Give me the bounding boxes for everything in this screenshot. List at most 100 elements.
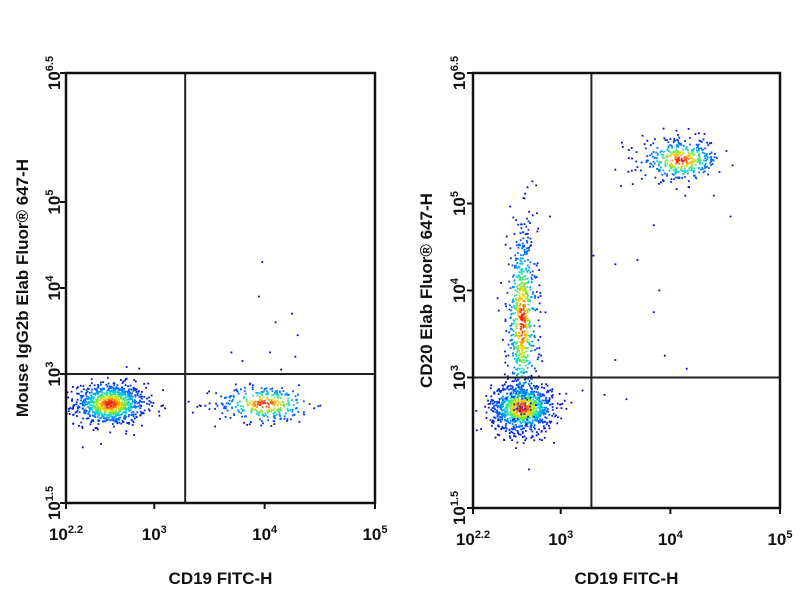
event-dot	[106, 403, 109, 405]
event-dot	[514, 335, 517, 338]
event-dot	[689, 162, 691, 165]
event-dot	[263, 415, 266, 417]
event-dot	[703, 170, 706, 173]
y-tick-base: 10	[450, 71, 469, 90]
x-tick-label: 104	[658, 529, 684, 549]
event-dot	[522, 371, 525, 374]
event-dot	[497, 414, 500, 417]
event-dot	[146, 402, 148, 405]
event-dot	[529, 321, 531, 324]
event-dot	[119, 405, 122, 407]
event-dot	[521, 242, 524, 245]
event-dot	[139, 400, 141, 403]
event-dot	[541, 402, 543, 404]
event-dot	[524, 278, 527, 281]
event-dot	[517, 223, 520, 226]
event-dot	[133, 406, 136, 408]
event-dot	[108, 396, 110, 399]
event-dot	[712, 159, 715, 162]
event-dot	[528, 343, 531, 346]
x-tick-base: 10	[456, 530, 475, 549]
event-dot	[684, 140, 686, 142]
event-dot	[111, 402, 113, 405]
event-dot	[541, 386, 543, 389]
event-dot	[529, 271, 532, 274]
event-dot	[524, 420, 526, 423]
event-dot	[656, 147, 659, 149]
event-dot	[512, 372, 514, 375]
event-dot	[512, 216, 515, 219]
event-dot	[510, 403, 513, 406]
event-dot	[103, 420, 106, 422]
event-dot	[513, 404, 515, 407]
event-dot	[517, 345, 520, 348]
event-dot	[124, 390, 127, 393]
event-dot	[506, 410, 509, 413]
event-dot	[532, 330, 535, 333]
event-dot	[660, 153, 663, 156]
event-dot	[112, 402, 115, 405]
x-tick-exponent: 3	[567, 529, 573, 541]
event-dot	[90, 394, 93, 397]
event-dot	[100, 399, 103, 402]
x-tick-base: 10	[548, 530, 567, 549]
event-dot	[519, 232, 522, 234]
event-dot	[261, 420, 263, 422]
event-dot	[520, 318, 523, 320]
event-dot	[250, 403, 253, 406]
event-dot	[523, 382, 525, 384]
event-dot	[497, 419, 500, 422]
event-dot	[128, 390, 131, 393]
event-dot	[531, 391, 534, 394]
event-dot	[515, 322, 518, 325]
event-dot	[541, 439, 543, 441]
event-dot	[120, 406, 123, 409]
event-dot	[109, 419, 111, 422]
event-dot	[531, 407, 534, 410]
event-dot	[124, 418, 126, 420]
event-dot	[70, 390, 73, 393]
event-dot	[524, 399, 527, 401]
sparse-events	[125, 261, 316, 414]
event-dot	[565, 408, 568, 410]
event-dot	[512, 427, 515, 430]
event-dot	[67, 396, 70, 399]
event-dot	[520, 399, 523, 402]
event-dot	[535, 184, 538, 187]
event-dot	[529, 422, 532, 424]
event-dot	[276, 390, 278, 392]
event-dot	[537, 415, 540, 417]
event-dot	[224, 397, 226, 399]
event-dot	[274, 390, 277, 393]
event-dot	[251, 386, 254, 389]
event-dot	[674, 156, 677, 159]
event-dot	[519, 340, 522, 343]
event-dot	[535, 415, 538, 417]
event-dot	[148, 403, 151, 406]
event-dot	[490, 424, 493, 427]
event-dot	[104, 396, 106, 399]
event-dot	[252, 405, 255, 408]
event-dot	[240, 388, 242, 391]
event-dot	[286, 403, 288, 405]
event-dot	[493, 416, 495, 419]
event-dot	[242, 408, 244, 411]
event-dot	[522, 359, 524, 361]
event-dot	[215, 392, 217, 395]
event-dot	[134, 388, 137, 390]
event-dot	[538, 302, 541, 305]
event-dot	[108, 406, 111, 409]
event-dot	[102, 398, 104, 400]
event-dot	[517, 403, 520, 406]
x-axis-ticks: 102.2 103 104 105	[49, 503, 388, 544]
event-dot	[509, 392, 512, 395]
event-dot	[660, 181, 662, 184]
event-dot	[230, 351, 233, 354]
event-dot	[94, 394, 97, 396]
event-dot	[528, 210, 530, 213]
event-dot	[533, 411, 536, 413]
event-dot	[136, 411, 139, 414]
event-dot	[516, 266, 519, 269]
event-dot	[525, 317, 527, 320]
x-tick-base: 10	[362, 525, 381, 544]
